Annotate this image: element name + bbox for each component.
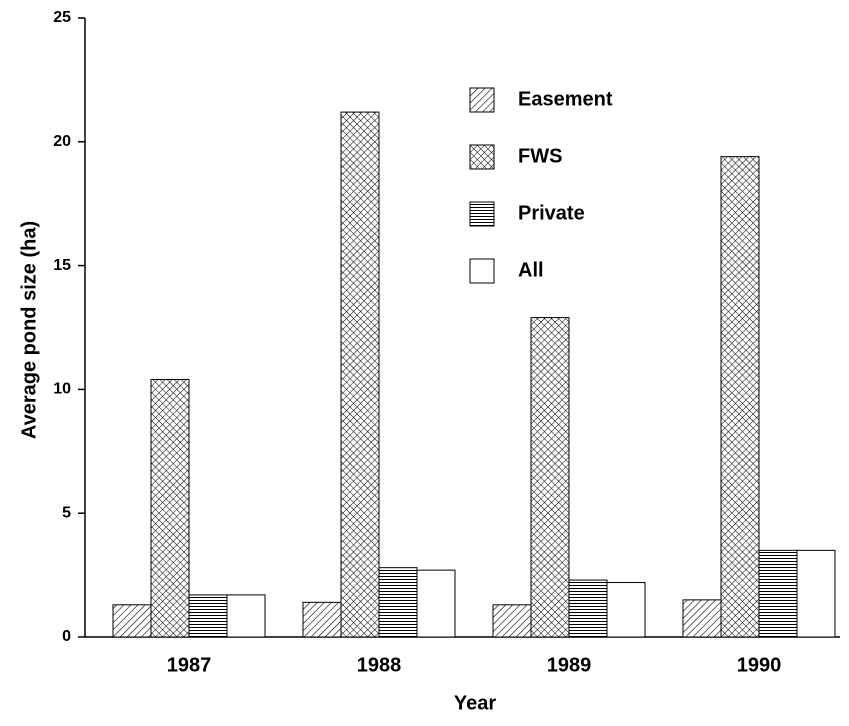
bar [606, 582, 646, 638]
legend-swatch [469, 87, 495, 113]
legend-label: FWS [518, 145, 562, 167]
legend-swatch [469, 144, 495, 170]
legend-swatch [469, 201, 495, 227]
bar [492, 604, 532, 638]
bar [340, 111, 380, 638]
x-tick-label: 1990 [737, 654, 782, 676]
y-tick-label: 20 [53, 133, 71, 150]
bar [796, 549, 836, 638]
y-tick-label: 25 [53, 9, 71, 26]
bar [682, 599, 722, 638]
bar [226, 594, 266, 638]
legend-label: Private [518, 202, 585, 224]
bar [112, 604, 152, 638]
y-tick-label: 0 [62, 628, 71, 645]
legend-label: All [518, 259, 544, 281]
bar [530, 317, 570, 638]
y-tick-label: 15 [53, 257, 71, 274]
y-tick-label: 5 [62, 504, 71, 521]
y-tick-label: 10 [53, 381, 71, 398]
bar [568, 579, 608, 638]
x-tick-label: 1989 [547, 654, 592, 676]
legend-label: Easement [518, 88, 613, 110]
x-axis-label: Year [454, 692, 496, 714]
bar [416, 569, 456, 638]
y-axis-label: Average pond size (ha) [18, 221, 40, 439]
x-tick-label: 1988 [357, 654, 402, 676]
bar [302, 601, 342, 638]
bar [378, 567, 418, 638]
bar [758, 549, 798, 638]
bar [720, 156, 760, 638]
bar [188, 594, 228, 638]
x-tick-label: 1987 [167, 654, 212, 676]
legend-swatch [469, 258, 495, 284]
bar [150, 378, 190, 638]
